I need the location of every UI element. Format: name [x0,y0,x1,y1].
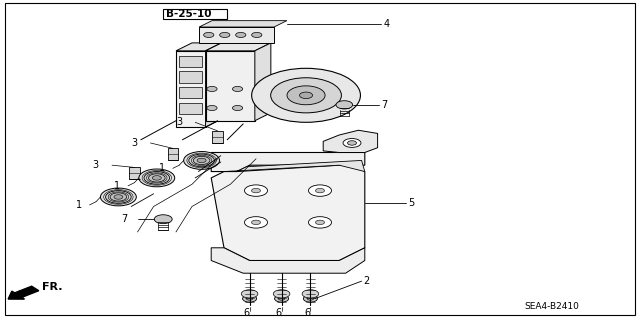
Text: 5: 5 [408,198,415,208]
Circle shape [252,220,260,225]
Text: 7: 7 [381,100,387,110]
Text: 6: 6 [275,308,282,318]
Text: B-25-10: B-25-10 [166,9,212,19]
Bar [179,71,202,83]
Circle shape [243,295,257,302]
Circle shape [278,297,285,300]
Circle shape [287,86,325,105]
Circle shape [139,169,175,187]
Polygon shape [211,248,365,273]
Polygon shape [205,43,221,127]
Polygon shape [211,165,365,261]
Polygon shape [176,43,221,51]
Text: 3: 3 [131,138,138,148]
Circle shape [204,33,214,38]
Circle shape [300,92,312,99]
Circle shape [244,185,268,196]
Polygon shape [211,152,365,172]
Circle shape [275,295,289,302]
Polygon shape [176,51,205,127]
Circle shape [271,78,341,113]
Circle shape [232,86,243,92]
Circle shape [100,188,136,206]
Circle shape [232,106,243,111]
Circle shape [114,195,123,199]
Text: 2: 2 [364,276,370,286]
Polygon shape [199,21,287,27]
Bar [163,9,227,19]
Circle shape [316,189,324,193]
Circle shape [307,297,314,300]
Text: 3: 3 [176,117,182,127]
Circle shape [246,297,253,300]
Circle shape [193,156,210,165]
Circle shape [252,33,262,38]
Text: 4: 4 [384,19,390,29]
Polygon shape [205,43,271,51]
Text: FR.: FR. [42,282,62,292]
Circle shape [308,217,332,228]
Bar [129,167,140,180]
Circle shape [316,220,324,225]
Text: SEA4-B2410: SEA4-B2410 [525,302,580,311]
Text: 6: 6 [243,308,250,318]
Bar [179,103,202,115]
Circle shape [148,174,165,182]
Text: 1: 1 [76,200,82,210]
Circle shape [303,295,317,302]
Circle shape [273,290,290,298]
Text: 3: 3 [93,160,99,170]
Circle shape [308,185,332,196]
Polygon shape [323,130,378,152]
Text: 1: 1 [114,181,120,191]
Circle shape [189,154,214,167]
Bar [168,148,178,160]
Circle shape [154,215,172,224]
Circle shape [343,138,361,147]
FancyArrow shape [8,286,39,299]
Circle shape [241,290,258,298]
Bar [179,87,202,99]
Circle shape [184,152,220,169]
Circle shape [110,193,127,201]
Circle shape [220,33,230,38]
Circle shape [197,158,206,163]
Circle shape [207,86,217,92]
Circle shape [348,141,356,145]
Polygon shape [255,43,271,121]
Text: 7: 7 [122,214,128,224]
Bar [199,27,274,43]
Circle shape [236,33,246,38]
Circle shape [152,176,161,180]
Bar [179,56,202,67]
Circle shape [144,172,170,184]
Circle shape [302,290,319,298]
Text: 6: 6 [304,308,310,318]
Text: 1: 1 [159,163,165,173]
Circle shape [207,106,217,111]
Polygon shape [224,160,365,172]
Bar [212,131,223,143]
Circle shape [106,191,131,203]
Circle shape [252,68,360,122]
Circle shape [252,189,260,193]
Circle shape [336,101,353,109]
Bar [205,51,255,121]
Circle shape [244,217,268,228]
